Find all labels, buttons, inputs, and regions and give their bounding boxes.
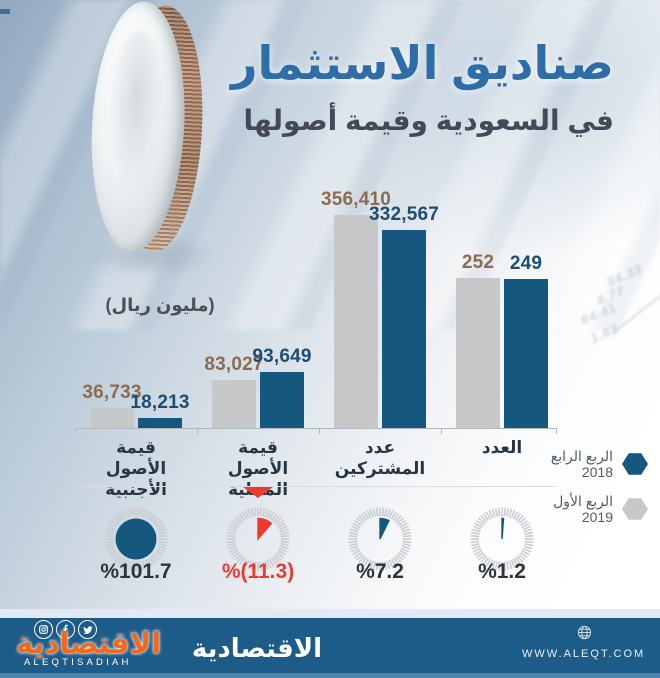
decline-arrow-icon [243, 487, 273, 498]
change-gauge [348, 507, 412, 571]
footer-bar: الاقتصادية ALEQTISADIAH الاقتصادية WWW.A… [0, 618, 660, 678]
legend-label: الربع الرابع [550, 448, 613, 464]
legend-year: 2018 [581, 464, 613, 480]
category-label: عدد المشتركين [334, 438, 426, 478]
bar-q4-2018 [382, 230, 426, 428]
value-label-q1-2019: 36,733 [82, 382, 142, 403]
social-icons [34, 620, 97, 639]
photo-edge-artifact [0, 9, 10, 14]
category-label: قيمة الأصول الأجنبية [105, 438, 167, 499]
change-gauge [470, 507, 534, 571]
value-label-q4-2018: 249 [509, 253, 543, 274]
value-label-q1-2019: 356,410 [320, 189, 392, 210]
legend-label: الربع الأول [553, 493, 613, 509]
axis-tick [556, 428, 557, 434]
change-gauge [104, 507, 168, 571]
bar-q1-2019 [334, 215, 378, 428]
value-label-q1-2019: 252 [461, 252, 495, 273]
legend-text: الربع الأول 2019 [553, 493, 613, 525]
page-title: صناديق الاستثمار [230, 37, 614, 89]
category-label: العدد [481, 438, 523, 457]
legend-item-q1-2019: الربع الأول 2019 [528, 493, 648, 525]
chart-legend: الربع الرابع 2018 الربع الأول 2019 [528, 448, 648, 538]
background-photo: 4.77 84.41 1.82 34.33 [0, 0, 660, 620]
pre-footer-band [0, 609, 660, 618]
value-label-q4-2018: 332,567 [368, 204, 440, 225]
website-link[interactable]: WWW.ALEQT.COM [522, 648, 646, 660]
change-gauge [226, 507, 290, 571]
brand-logo-latin: ALEQTISADIAH [24, 657, 132, 668]
chart-unit-label: (مليون ريال) [105, 295, 215, 315]
change-percent-label: %(11.3) [221, 560, 295, 583]
legend-hexagon-blue [622, 453, 648, 475]
separator-line [75, 486, 556, 487]
bar-q4-2018 [260, 372, 304, 428]
legend-year: 2019 [581, 509, 613, 525]
change-percent-label: %7.2 [356, 560, 404, 583]
globe-icon [576, 624, 593, 646]
page-subtitle: في السعودية وقيمة أصولها [243, 105, 614, 136]
value-label-q1-2019: 83,027 [204, 354, 264, 375]
legend-item-q4-2018: الربع الرابع 2018 [528, 448, 648, 480]
change-percent-label: %1.2 [478, 560, 526, 583]
axis-tick [441, 428, 442, 434]
value-label-q4-2018: 93,649 [252, 346, 312, 367]
axis-tick [75, 428, 76, 434]
twitter-icon[interactable] [78, 620, 97, 639]
axis-tick [197, 428, 198, 434]
bar-q1-2019 [456, 278, 500, 428]
legend-text: الربع الرابع 2018 [551, 448, 613, 480]
footer-accent-strip [0, 673, 660, 678]
instagram-icon[interactable] [34, 620, 53, 639]
bar-q1-2019 [212, 380, 256, 428]
value-label-q4-2018: 18,213 [130, 392, 190, 413]
bar-q1-2019 [90, 408, 134, 428]
legend-hexagon-gray [622, 498, 648, 520]
x-axis-baseline [75, 428, 556, 429]
footer-center-logo: الاقتصادية [191, 633, 322, 663]
bar-q4-2018 [504, 279, 548, 428]
bar-q4-2018 [138, 418, 182, 428]
change-percent-label: %101.7 [100, 560, 172, 583]
brand-logo-arabic: الاقتصادية [16, 628, 162, 660]
facebook-icon[interactable] [56, 620, 75, 639]
axis-tick [319, 428, 320, 434]
